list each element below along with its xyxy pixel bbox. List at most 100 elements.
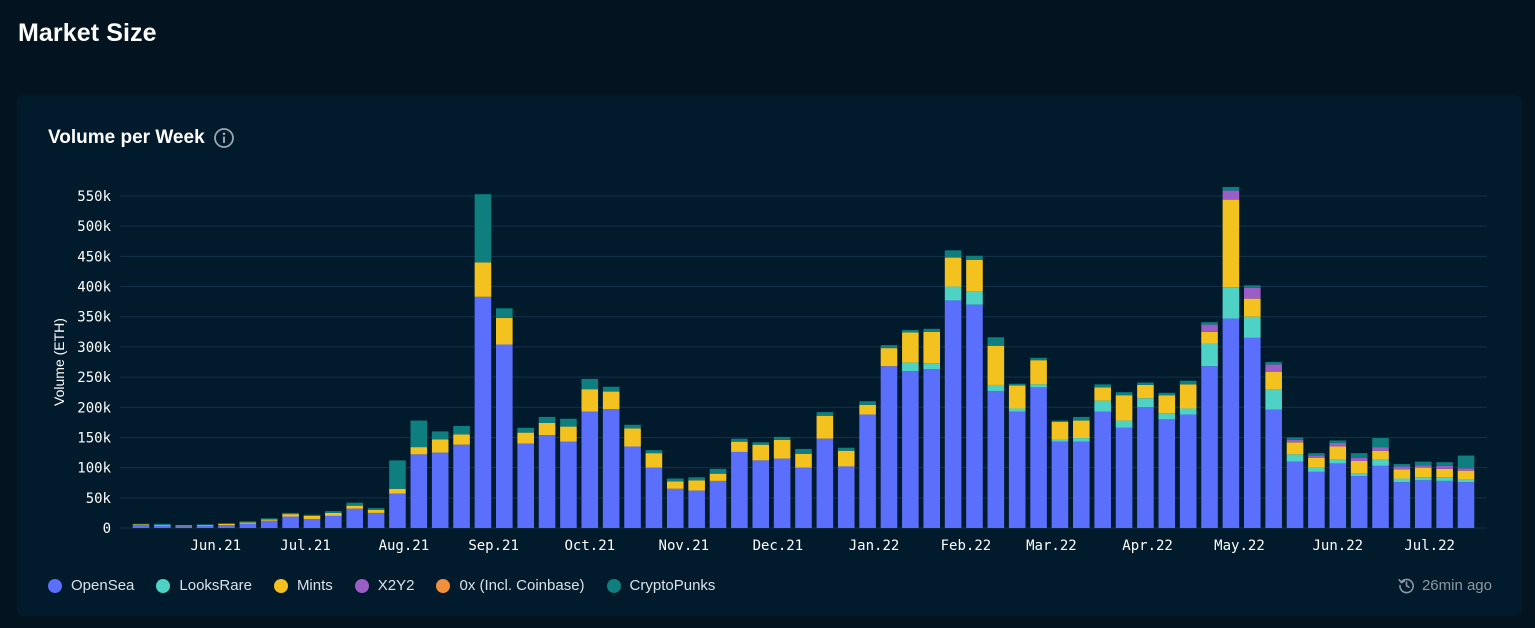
x-tick-label: Oct.21 [565, 538, 616, 554]
y-axis-label: Volume (ETH) [51, 318, 67, 406]
bar-segment [1008, 411, 1026, 528]
bar-segment [966, 255, 983, 260]
bar-segment [1393, 466, 1411, 470]
bar-segment [1137, 384, 1154, 399]
bar-segment [1372, 465, 1389, 528]
bar-segment [1158, 413, 1176, 420]
x-tick-label: Jul.21 [280, 538, 331, 554]
bar-segment [987, 384, 1005, 391]
legend-item[interactable]: OpenSea [48, 577, 134, 594]
bar-segment [816, 415, 834, 439]
bar-segment [431, 431, 449, 440]
bar-segment [496, 344, 513, 528]
bar-segment [624, 428, 641, 447]
x-tick-label: Jul.22 [1404, 538, 1455, 554]
bar-segment [1243, 287, 1261, 299]
legend-swatch [606, 578, 621, 593]
bar-segment [624, 424, 641, 429]
bar-segment [1115, 420, 1133, 428]
bar-segment [1372, 459, 1389, 466]
legend-label: OpenSea [71, 577, 135, 594]
bar-segment [902, 332, 919, 363]
bar-segment [239, 523, 257, 528]
bar-segment [581, 378, 599, 390]
y-tick-label: 200k [77, 400, 111, 416]
bar-segment [538, 416, 556, 423]
bar-segment [837, 450, 855, 467]
bar-segment [1286, 454, 1304, 462]
legend-item[interactable]: 0x (Incl. Coinbase) [436, 577, 585, 594]
chart-legend: OpenSea LooksRare Mints X2Y2 0x (Incl. Coinb… [48, 577, 715, 594]
bar-segment [645, 453, 663, 468]
page-title: Market Size [18, 19, 157, 47]
bar-segment [196, 524, 214, 525]
bar-segment [1308, 457, 1325, 468]
bar-segment [1115, 395, 1133, 421]
y-tick-label: 0 [103, 521, 111, 537]
bar-segment [795, 448, 812, 454]
bar-segment [880, 366, 898, 528]
bar-segment [367, 512, 385, 528]
bar-segment [773, 436, 791, 440]
y-tick-label: 450k [77, 249, 111, 265]
x-tick-label: Aug.21 [379, 538, 430, 554]
bar-segment [1393, 482, 1411, 528]
x-tick-label: Nov.21 [659, 538, 710, 554]
bar-segment [389, 488, 406, 494]
bar-segment [1222, 190, 1240, 200]
bar-segment [1308, 467, 1325, 472]
bar-segment [1201, 366, 1218, 528]
info-icon[interactable] [213, 127, 235, 149]
bar-segment [602, 409, 620, 528]
bar-segment [1201, 324, 1218, 332]
bar-segment [1094, 411, 1111, 528]
bar-segment [517, 427, 534, 433]
bar-segment [453, 425, 470, 435]
legend-item[interactable]: LooksRare [156, 577, 252, 594]
bar-segment [987, 345, 1005, 385]
bar-segment [303, 515, 321, 519]
x-tick-label: Jan.22 [849, 538, 900, 554]
bar-segment [731, 441, 748, 452]
legend-item[interactable]: X2Y2 [354, 577, 414, 594]
bar-segment [325, 511, 342, 513]
x-tick-label: Feb.22 [941, 538, 992, 554]
bar-segment [624, 446, 641, 528]
volume-bar-chart: 0 50k 100k 150k 200k 250k 300k 350k 400k 450k 500k… [51, 186, 1487, 554]
last-updated-text: 26min ago [1421, 577, 1492, 594]
bar-segment [410, 447, 428, 455]
bar-segment [602, 391, 620, 410]
bar-segment [1179, 408, 1197, 415]
bar-segment [1201, 322, 1218, 325]
bar-segment [132, 524, 150, 528]
bar-segment [496, 308, 513, 318]
legend-swatch [436, 578, 451, 593]
bar-segment [1329, 446, 1347, 460]
bar-segment [1008, 385, 1026, 409]
bar-segment [1094, 384, 1111, 388]
bar-segment [837, 447, 855, 451]
bar-segment [346, 508, 364, 528]
clock-refresh-icon [1398, 577, 1415, 594]
bar-segment [1158, 419, 1176, 528]
bar-segment [731, 451, 748, 528]
x-tick-label: Dec.21 [753, 538, 804, 554]
bar-segment [923, 369, 941, 528]
bar-segment [923, 363, 941, 370]
bar-segment [431, 452, 449, 528]
bar-segment [1243, 316, 1261, 338]
legend-item[interactable]: Mints [273, 577, 333, 594]
y-tick-label: 100k [77, 461, 111, 477]
bar-segment [944, 300, 962, 528]
bar-segment [688, 477, 705, 481]
bar-segment [966, 304, 983, 528]
bar-segment [282, 516, 299, 528]
legend-swatch [354, 578, 369, 593]
bar-segment [325, 515, 342, 528]
bar-segment [1094, 400, 1111, 412]
y-tick-label: 400k [77, 280, 111, 296]
legend-label: CryptoPunks [629, 577, 716, 594]
legend-item[interactable]: CryptoPunks [606, 577, 716, 594]
bar-segment [987, 337, 1005, 346]
bar-segment [859, 414, 876, 528]
